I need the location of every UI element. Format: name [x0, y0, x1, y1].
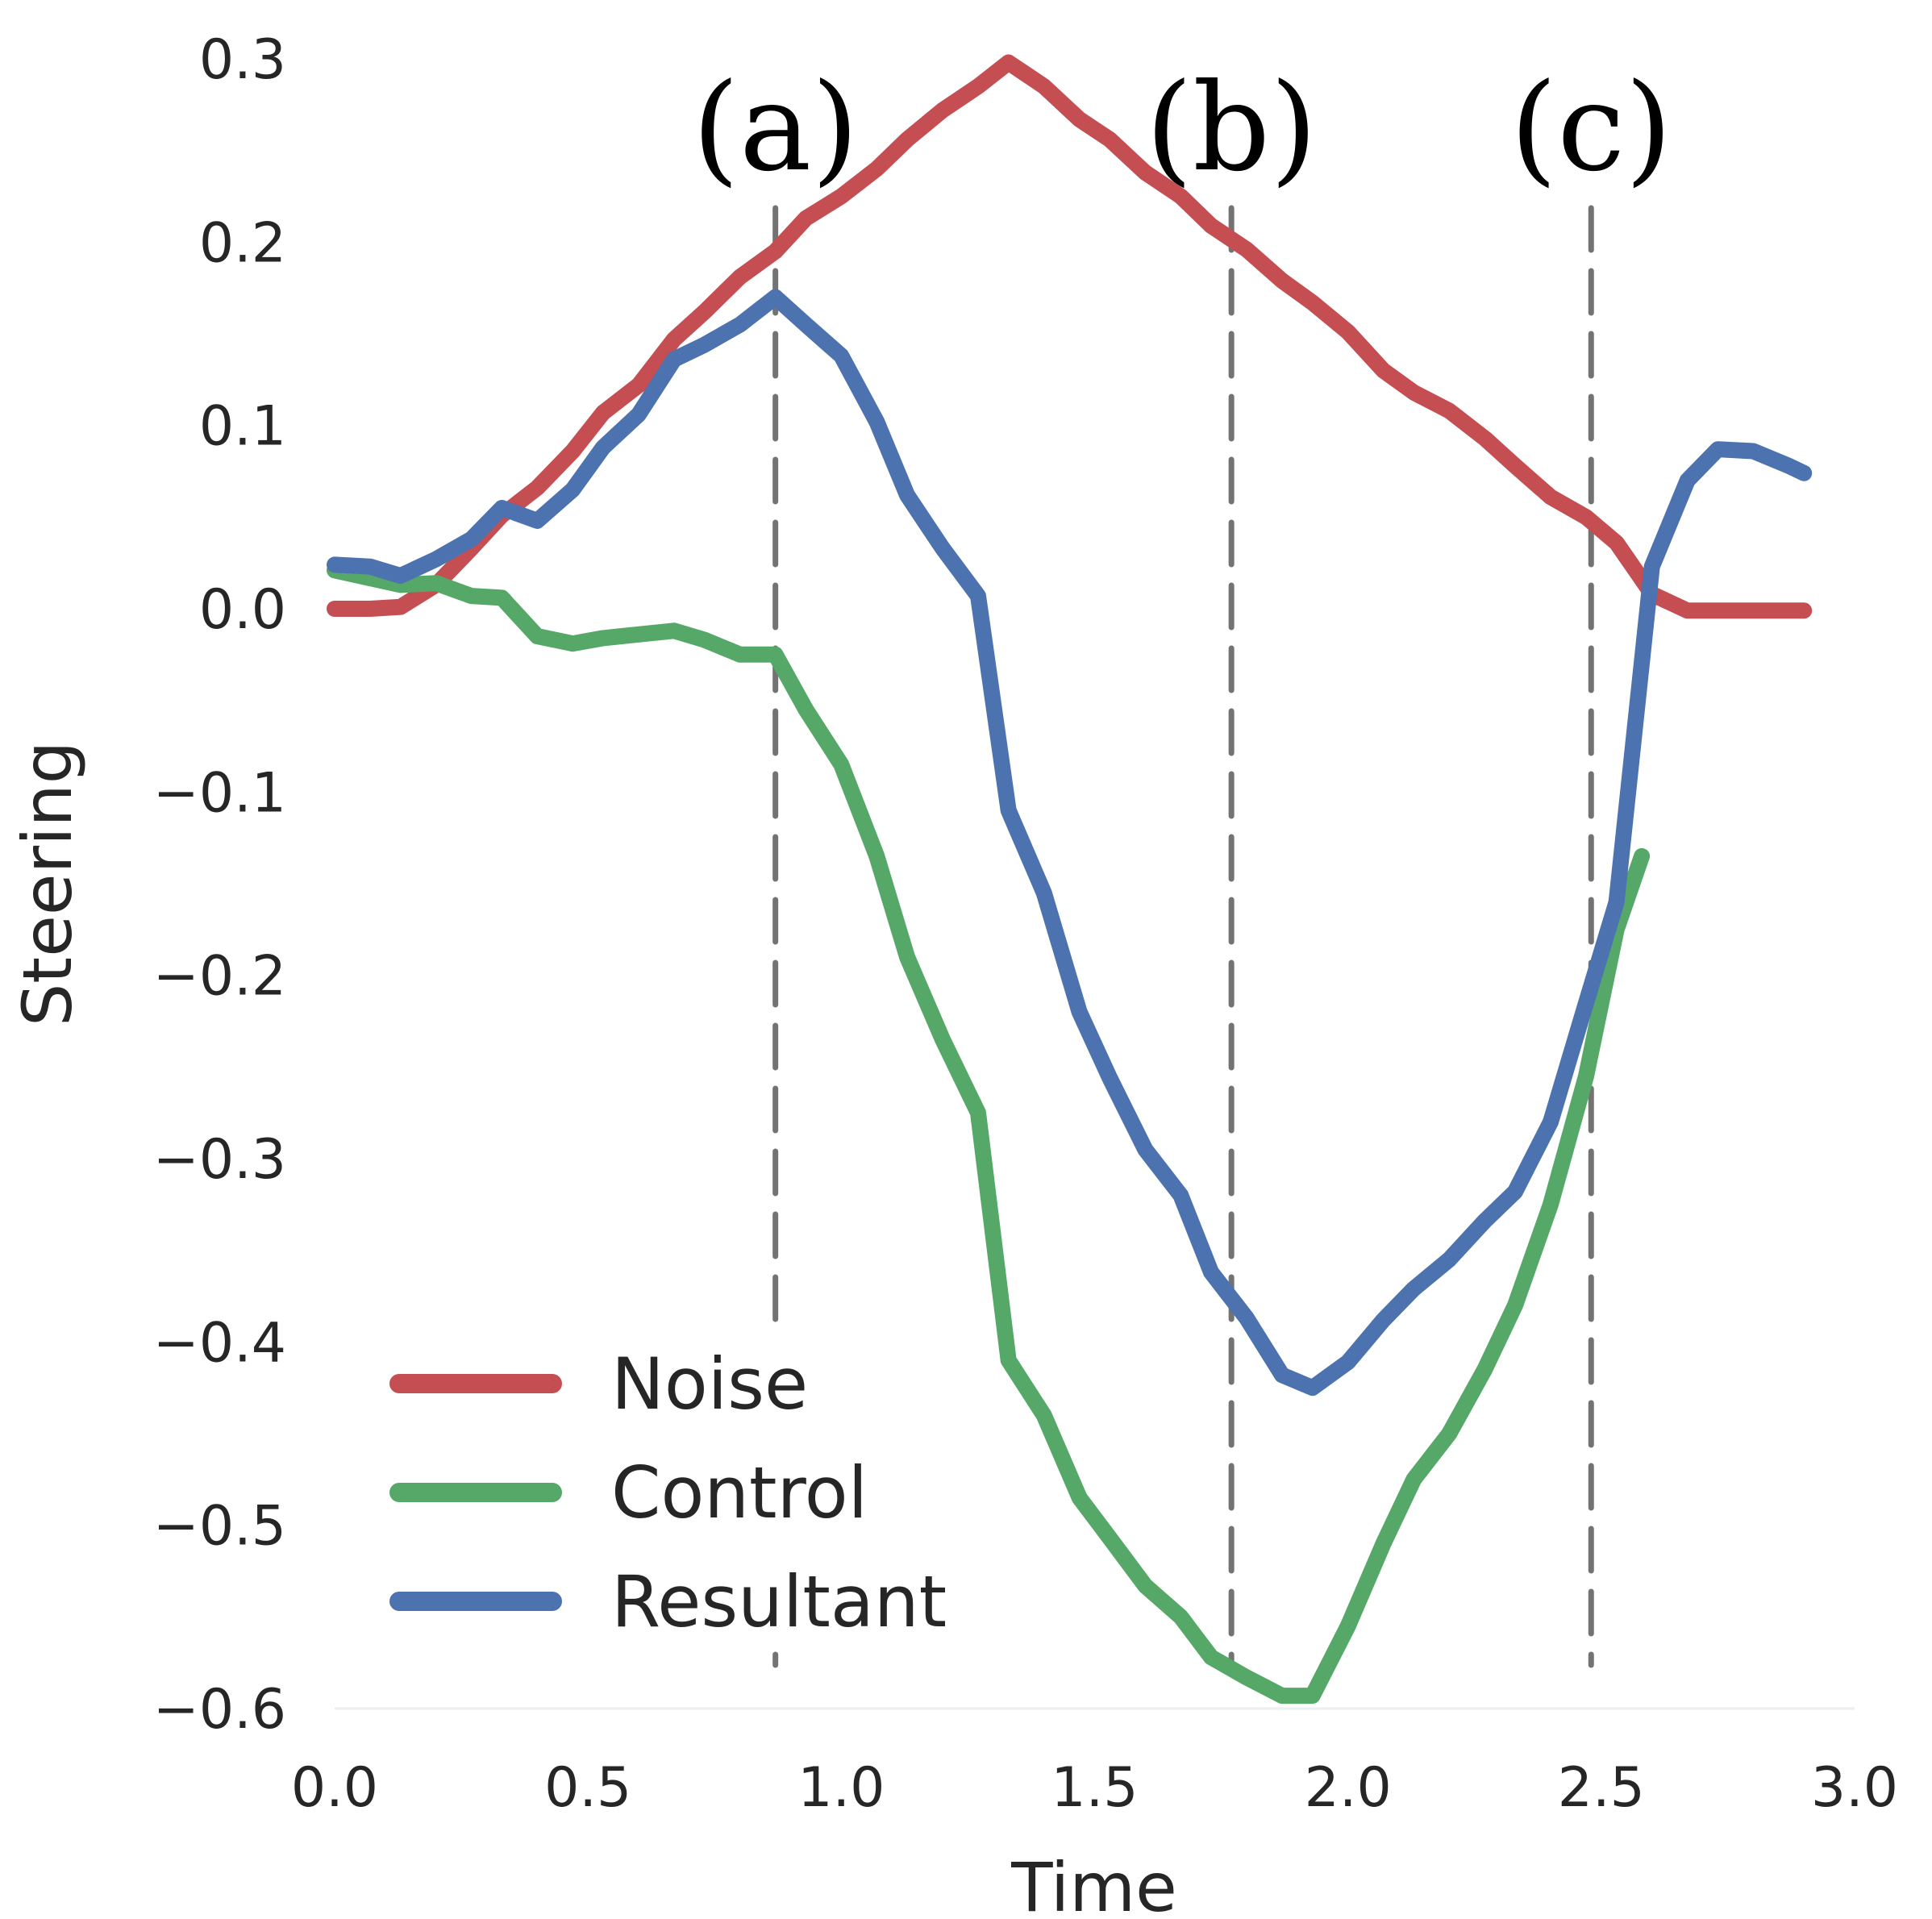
series-layer — [327, 54, 1813, 1705]
y-tick-label: 0.3 — [199, 28, 286, 92]
annotation-label-b: (b) — [1146, 58, 1318, 198]
x-tick-label: 0.0 — [291, 1756, 378, 1820]
y-tick-labels: 0.3 0.2 0.1 0.0 −0.1 −0.2 −0.3 −0.4 −0.5 −0.6 — [153, 28, 286, 1742]
x-tick-labels: 0.0 0.5 1.0 1.5 2.0 2.5 3.0 — [291, 1756, 1898, 1820]
y-tick-label: −0.4 — [153, 1311, 286, 1375]
legend-label-resultant: Resultant — [611, 1560, 947, 1643]
annotation-label-a: (a) — [692, 58, 858, 198]
series-line-noise — [327, 54, 1813, 619]
y-tick-label: −0.2 — [153, 945, 286, 1009]
x-tick-label: 1.5 — [1051, 1756, 1138, 1820]
y-axis-label: Steering — [8, 741, 87, 1026]
y-tick-label: −0.1 — [153, 761, 286, 825]
series-line-resultant — [327, 289, 1813, 1397]
x-tick-label: 3.0 — [1811, 1756, 1898, 1820]
annotation-label-c: (c) — [1510, 58, 1672, 198]
y-tick-label: −0.5 — [153, 1495, 286, 1559]
series-line-control — [327, 562, 1651, 1705]
y-tick-label: −0.3 — [153, 1128, 286, 1192]
x-tick-label: 2.0 — [1305, 1756, 1392, 1820]
x-tick-label: 1.0 — [797, 1756, 885, 1820]
y-tick-label: 0.0 — [199, 578, 286, 642]
legend-label-control: Control — [611, 1451, 868, 1534]
x-tick-label: 2.5 — [1558, 1756, 1645, 1820]
y-tick-label: −0.6 — [153, 1678, 286, 1742]
y-tick-label: 0.2 — [199, 211, 286, 275]
y-tick-label: 0.1 — [199, 395, 286, 459]
legend: Noise Control Resultant — [371, 1322, 984, 1645]
legend-label-noise: Noise — [611, 1342, 808, 1426]
x-axis-label: Time — [1010, 1848, 1177, 1919]
x-tick-label: 0.5 — [544, 1756, 631, 1820]
